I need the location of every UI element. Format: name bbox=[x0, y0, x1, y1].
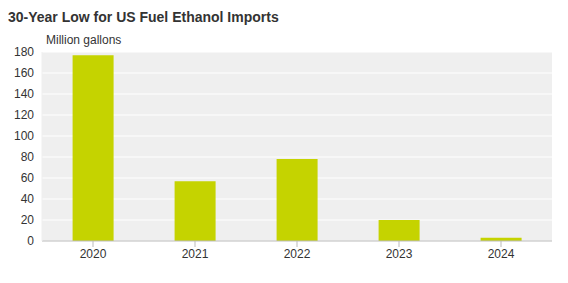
svg-text:2023: 2023 bbox=[386, 247, 413, 261]
svg-text:2022: 2022 bbox=[284, 247, 311, 261]
svg-text:60: 60 bbox=[21, 171, 35, 185]
svg-text:180: 180 bbox=[14, 45, 34, 59]
svg-text:140: 140 bbox=[14, 87, 34, 101]
svg-text:120: 120 bbox=[14, 108, 34, 122]
svg-text:40: 40 bbox=[21, 192, 35, 206]
svg-text:2021: 2021 bbox=[182, 247, 209, 261]
html-text:Million gallons: Million gallons bbox=[46, 33, 122, 47]
svg-text:160: 160 bbox=[14, 66, 34, 80]
svg-text:2020: 2020 bbox=[80, 247, 107, 261]
svg-text:100: 100 bbox=[14, 129, 34, 143]
html-text:30-Year Low for US Fuel Ethano: 30-Year Low for US Fuel Ethanol Imports bbox=[8, 9, 279, 25]
svg-text:2024: 2024 bbox=[488, 247, 515, 261]
svg-text:0: 0 bbox=[27, 234, 34, 248]
svg-text:80: 80 bbox=[21, 150, 35, 164]
svg-text:20: 20 bbox=[21, 213, 35, 227]
